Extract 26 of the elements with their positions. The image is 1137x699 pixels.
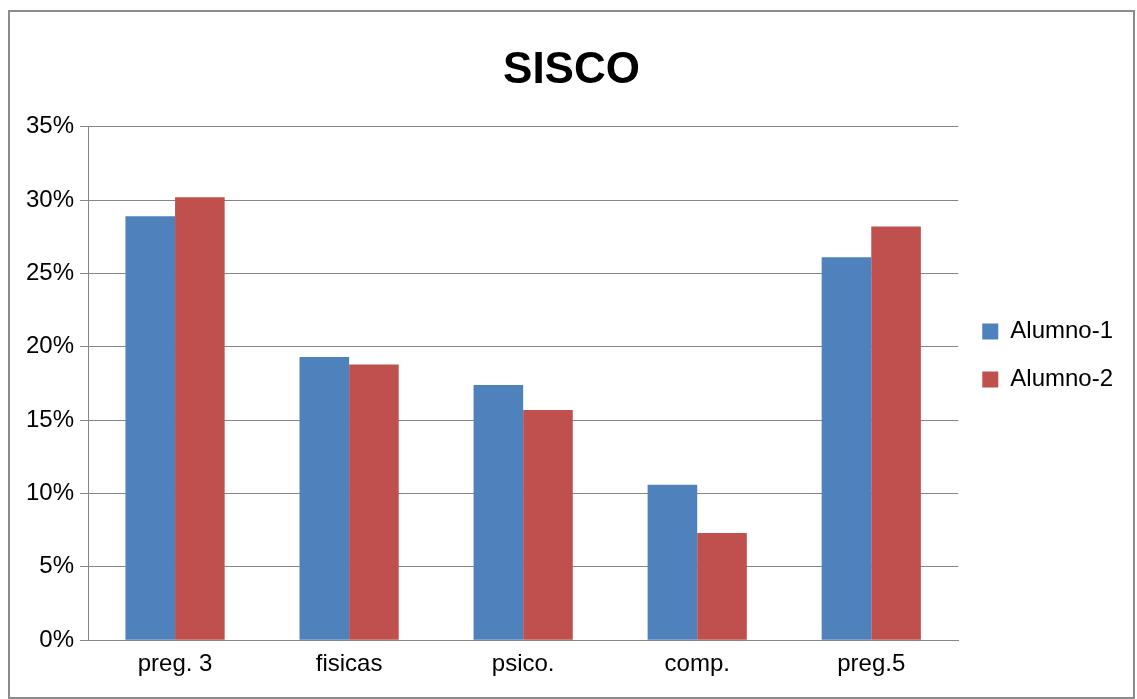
bar bbox=[125, 216, 176, 640]
bar bbox=[871, 226, 921, 640]
chart-title: SISCO bbox=[503, 42, 640, 92]
bar bbox=[647, 484, 698, 640]
x-tick-label: psico. bbox=[491, 649, 555, 677]
x-tick-label: comp. bbox=[664, 649, 730, 677]
x-tick-label: preg.5 bbox=[837, 649, 906, 677]
bar bbox=[175, 197, 225, 640]
y-tick-label: 35% bbox=[25, 111, 75, 139]
legend-label: Alumno-1 bbox=[1010, 316, 1113, 344]
y-tick-label: 30% bbox=[25, 184, 75, 212]
legend-label: Alumno-2 bbox=[1010, 364, 1113, 392]
x-tick-label: fisicas bbox=[315, 649, 383, 677]
bar bbox=[299, 357, 350, 640]
bar bbox=[821, 257, 872, 640]
y-tick-label: 0% bbox=[39, 624, 75, 652]
y-tick-label: 25% bbox=[25, 258, 75, 286]
bar bbox=[697, 533, 747, 640]
y-tick-label: 5% bbox=[39, 551, 75, 579]
bar bbox=[473, 384, 524, 640]
y-tick-label: 15% bbox=[25, 404, 75, 432]
bar bbox=[523, 409, 573, 640]
x-tick-label: preg. 3 bbox=[137, 649, 213, 677]
bar bbox=[349, 364, 399, 640]
y-tick-label: 20% bbox=[25, 331, 75, 359]
y-tick-label: 10% bbox=[25, 478, 75, 506]
